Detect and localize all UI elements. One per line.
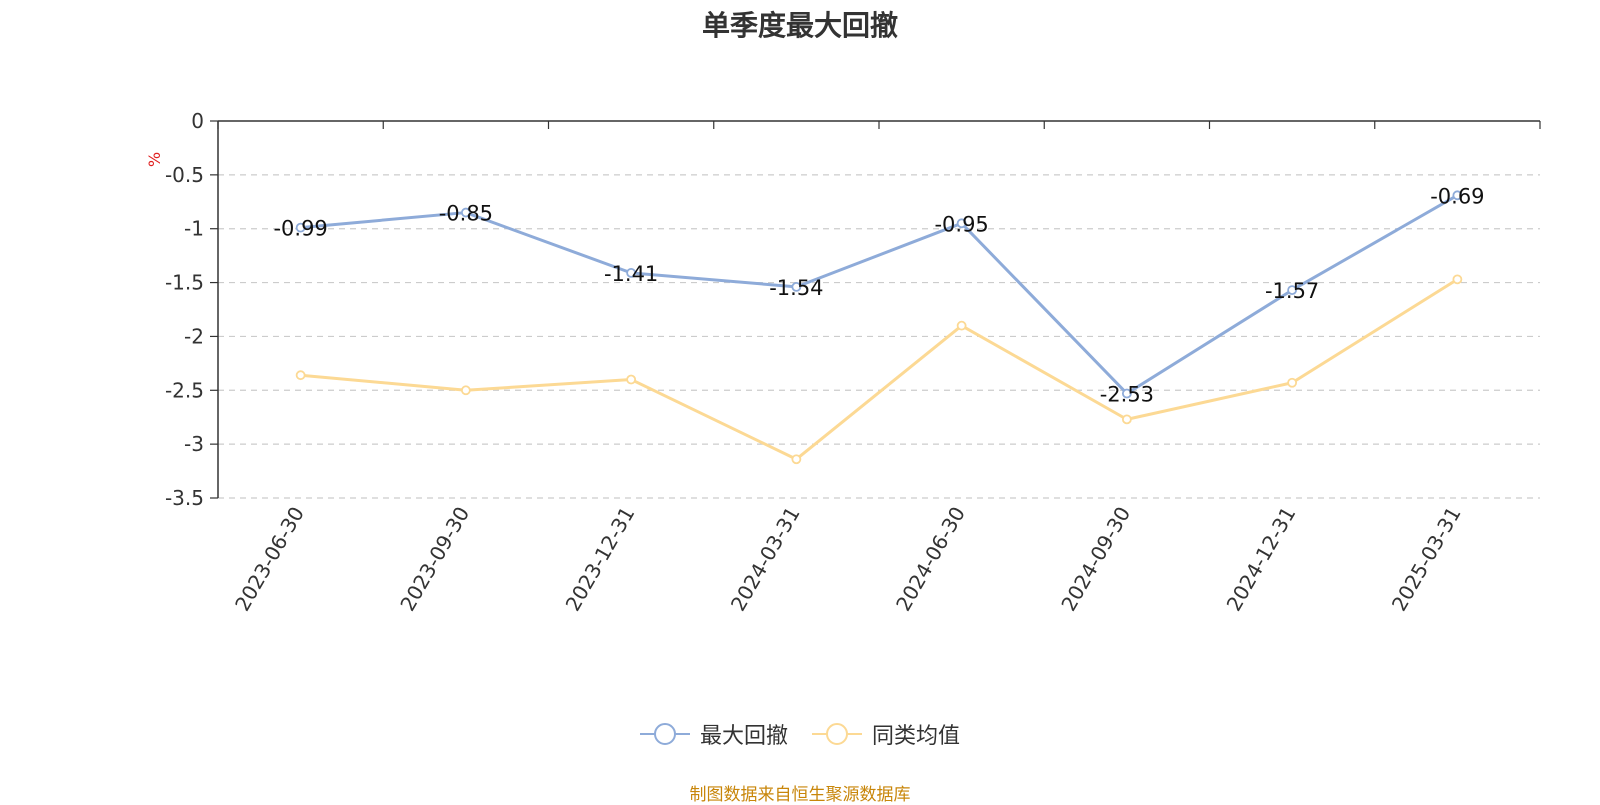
y-tick-label: -2.5 xyxy=(165,378,204,402)
legend-line-circle-icon xyxy=(812,723,862,745)
y-tick-label: -1 xyxy=(184,217,204,241)
data-point[interactable] xyxy=(1452,274,1463,285)
data-labels: -0.99 -0.85 -1.41 -1.54 -0.95 -2.53 -1.57 -0.69 xyxy=(273,184,1484,406)
data-label: -0.85 xyxy=(439,202,493,226)
data-point[interactable] xyxy=(460,207,471,218)
data-label: -1.54 xyxy=(769,276,823,300)
series-lines xyxy=(295,190,1463,465)
data-point[interactable] xyxy=(460,385,471,396)
x-tick-label: 2023-12-31 xyxy=(561,503,640,616)
legend-item-peer-average[interactable]: 同类均值 xyxy=(812,718,960,750)
axes: 0 -0.5 -1 -1.5 -2 -2.5 -3 -3.5 2023-06-30 2023-09… xyxy=(165,109,1541,616)
series-line xyxy=(300,194,1459,396)
y-tick-label: -3.5 xyxy=(165,486,204,510)
data-point[interactable] xyxy=(626,374,637,385)
x-tick-label: 2024-03-31 xyxy=(726,503,805,616)
legend-label-max-drawdown: 最大回撤 xyxy=(699,724,788,749)
legend-item-max-drawdown[interactable]: 最大回撤 xyxy=(639,718,788,750)
legend-line-circle-icon xyxy=(639,723,690,745)
source-note: 制图数据来自恒生聚源数据库 xyxy=(689,785,911,805)
grid-lines xyxy=(218,174,1540,499)
data-label: -1.41 xyxy=(604,262,658,286)
x-tick-label: 2024-06-30 xyxy=(891,503,970,616)
data-point[interactable] xyxy=(956,320,967,331)
series-line xyxy=(300,278,1459,461)
data-point[interactable] xyxy=(956,218,967,229)
data-label: -0.99 xyxy=(273,217,327,241)
data-label: -0.69 xyxy=(1430,184,1484,208)
y-tick-label: -2 xyxy=(184,324,204,348)
data-label: -0.95 xyxy=(934,212,988,236)
data-point[interactable] xyxy=(295,222,306,233)
y-tick-label: -3 xyxy=(184,432,204,456)
x-tick-label: 2024-12-31 xyxy=(1222,503,1301,616)
x-tick-label: 2025-03-31 xyxy=(1387,503,1466,616)
x-tick-label: 2023-06-30 xyxy=(230,503,309,616)
data-point[interactable] xyxy=(1452,190,1463,201)
data-point[interactable] xyxy=(1121,414,1132,425)
y-tick-label: 0 xyxy=(191,109,204,133)
chart-title: 单季度最大回撤 xyxy=(701,9,898,42)
x-tick-label: 2024-09-30 xyxy=(1056,503,1135,616)
data-label: -1.57 xyxy=(1265,279,1319,303)
legend-label-peer-average: 同类均值 xyxy=(872,724,961,749)
x-tick-label: 2023-09-30 xyxy=(395,503,474,616)
data-point[interactable] xyxy=(791,281,802,292)
data-point[interactable] xyxy=(626,267,637,278)
data-label: -2.53 xyxy=(1100,383,1154,407)
y-tick-label: -0.5 xyxy=(165,163,204,187)
y-tick-label: -1.5 xyxy=(165,271,204,295)
data-point[interactable] xyxy=(295,370,306,381)
data-point[interactable] xyxy=(791,454,802,465)
data-point[interactable] xyxy=(1287,377,1298,388)
data-point[interactable] xyxy=(1121,388,1132,399)
data-point[interactable] xyxy=(1287,285,1298,296)
legend: 最大回撤 同类均值 xyxy=(0,718,1600,750)
